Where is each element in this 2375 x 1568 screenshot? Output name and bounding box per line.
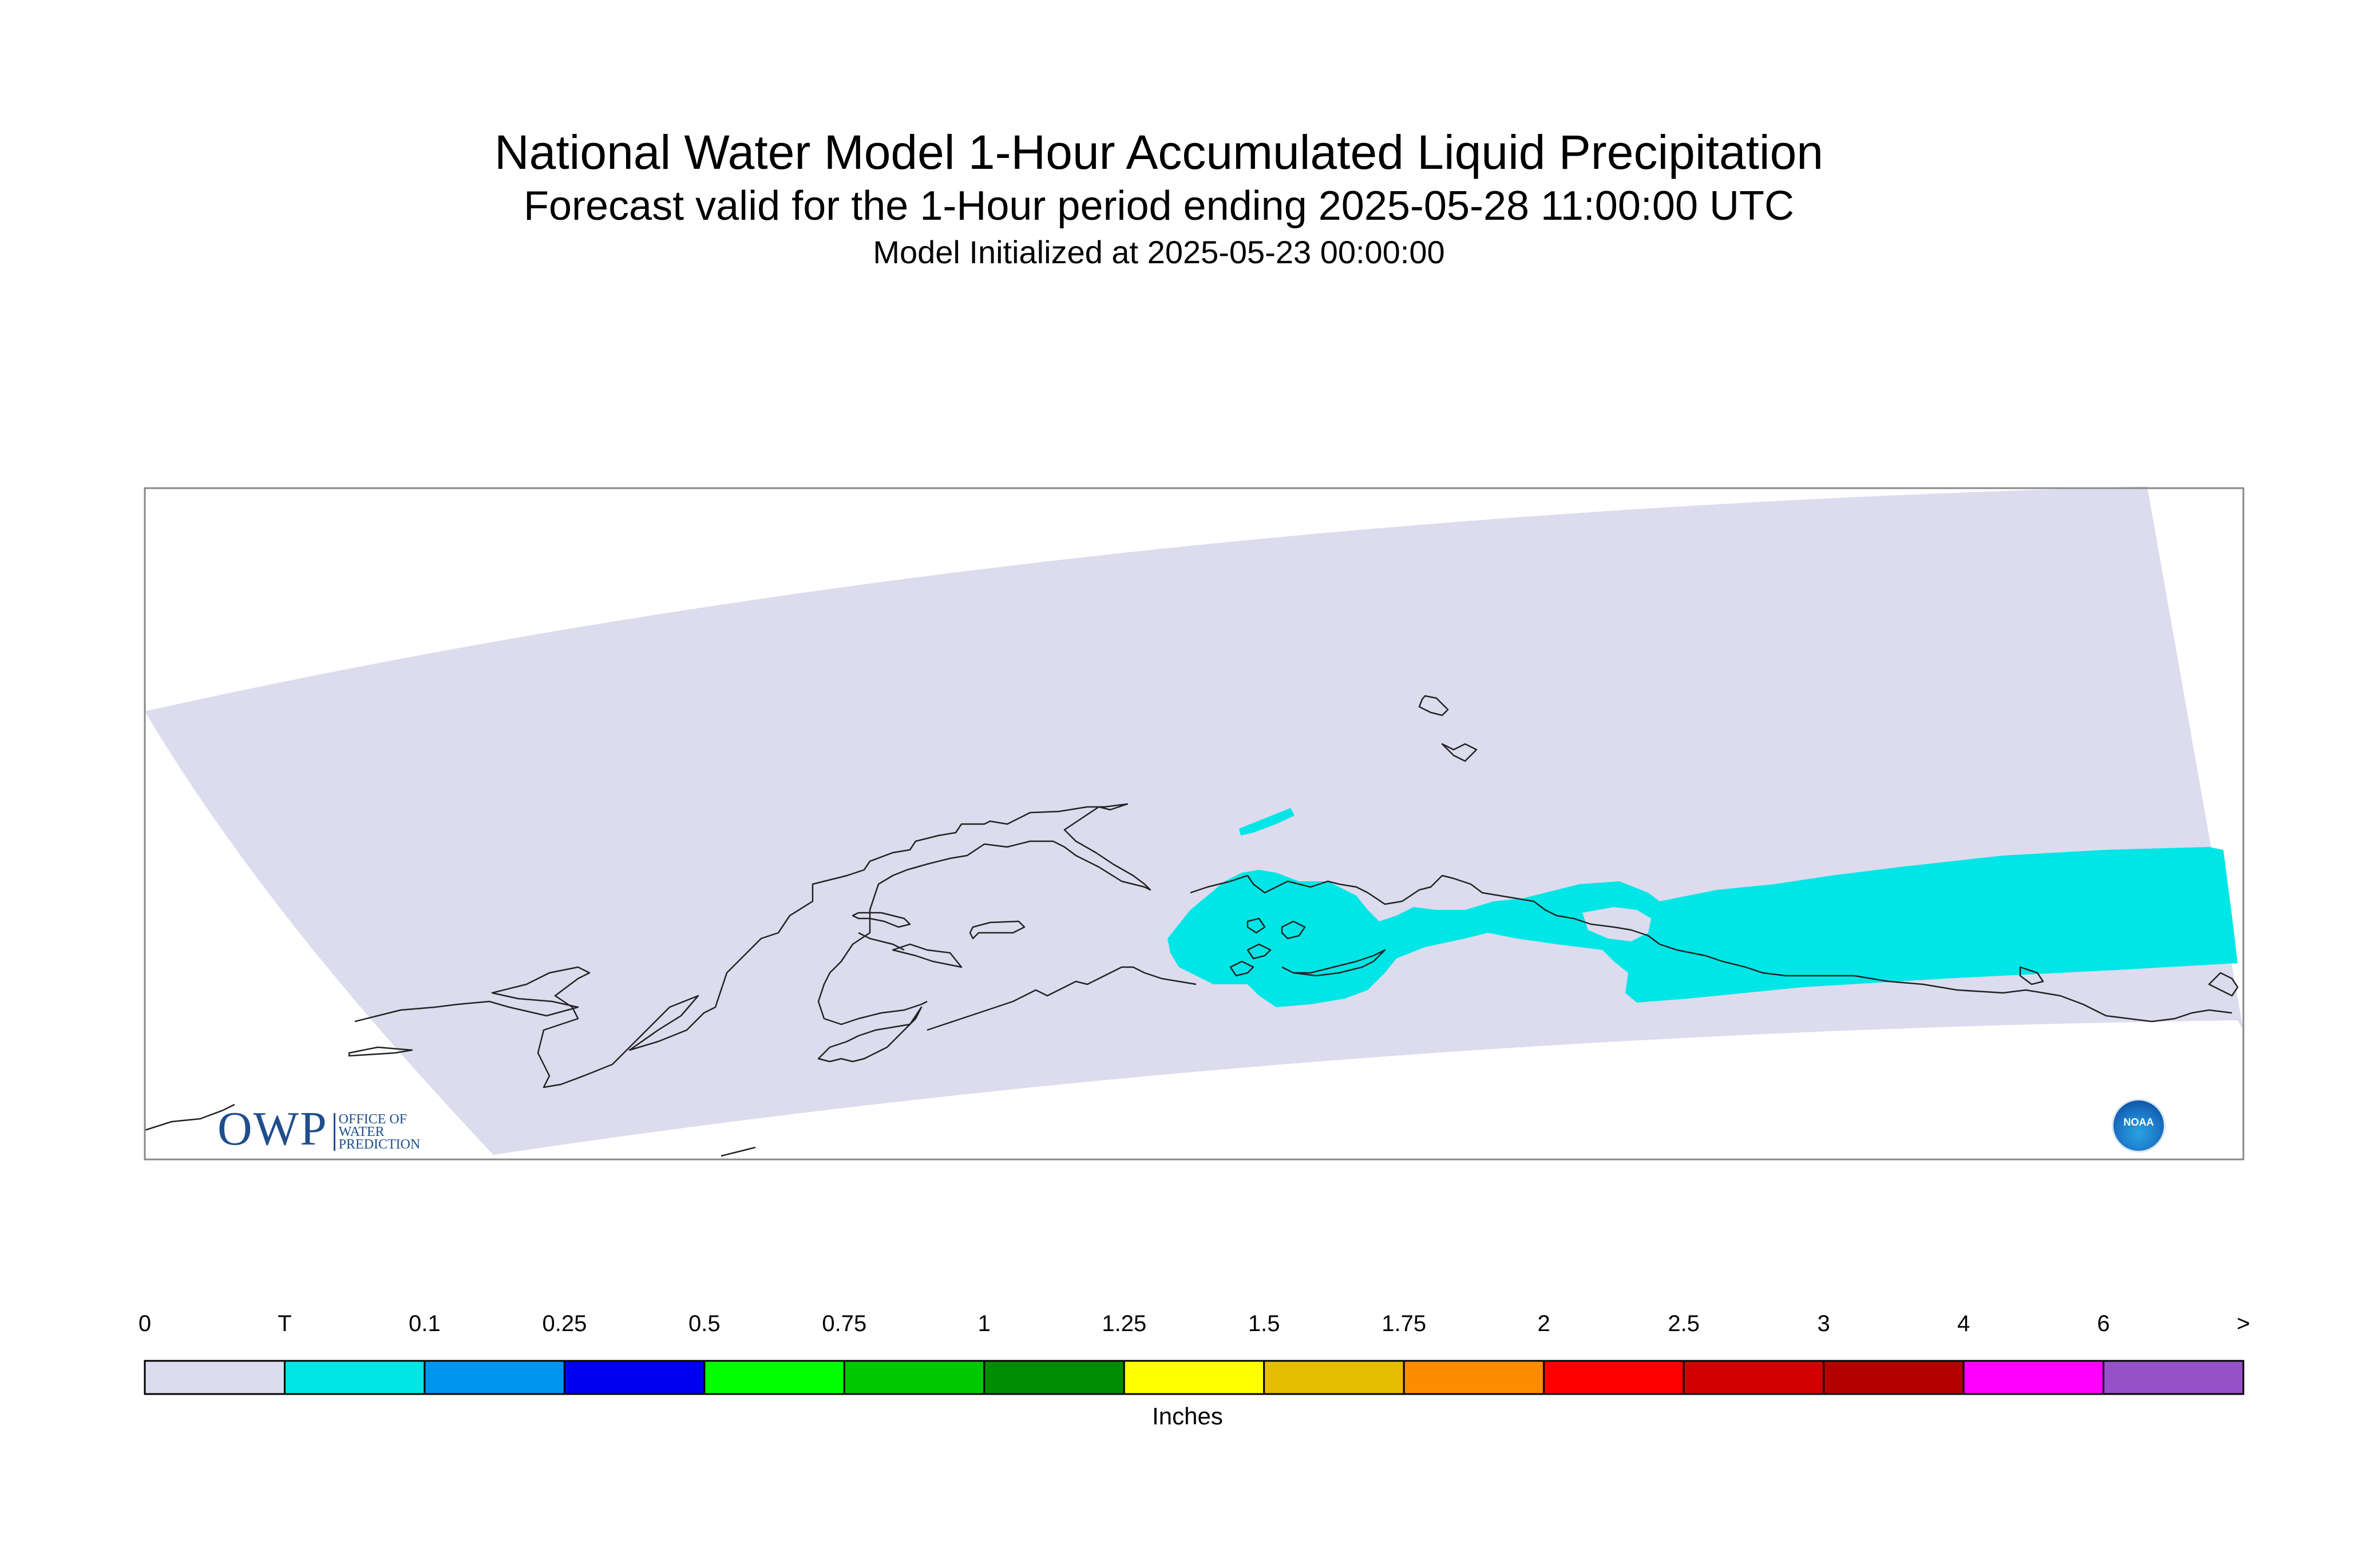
colorbar-tick-label: 0.75 [822, 1311, 867, 1336]
colorbar-tick-label: 0 [138, 1311, 152, 1336]
colorbar-swatch-1 [283, 1360, 426, 1395]
colorbar-unit-label: Inches [1152, 1403, 1223, 1430]
colorbar-swatch-12 [1823, 1360, 1965, 1395]
colorbar-tick-label: 1.25 [1102, 1311, 1147, 1336]
colorbar-swatch-4 [703, 1360, 845, 1395]
colorbar-tick-label: 0.5 [688, 1311, 721, 1336]
colorbar-tick-label: 1 [977, 1311, 991, 1336]
colorbar-swatch-14 [2103, 1360, 2245, 1395]
precip-area-east [1167, 847, 2238, 1007]
owp-logo-subtext: OFFICE OF WATER PREDICTION [333, 1112, 420, 1151]
owp-logo-text: OWP [217, 1102, 328, 1155]
owp-logo: OWP OFFICE OF WATER PREDICTION [217, 1102, 420, 1153]
colorbar-swatch-9 [1403, 1360, 1545, 1395]
model-init-text: Model Initialized at 2025-05-23 00:00:00 [873, 234, 1445, 270]
colorbar-tick-label: 6 [2097, 1311, 2110, 1336]
coastlines [144, 695, 2239, 1157]
colorbar-swatch-13 [1962, 1360, 2105, 1395]
colorbar-tick-label: > [2237, 1311, 2250, 1336]
colorbar-swatch-7 [1123, 1360, 1265, 1395]
colorbar-swatch-8 [1263, 1360, 1405, 1395]
colorbar-swatch-0 [144, 1360, 286, 1395]
colorbar [144, 1360, 2245, 1395]
colorbar-tick-label: 2 [1537, 1311, 1550, 1336]
colorbar-tick-label: 2.5 [1668, 1311, 1700, 1336]
colorbar-tick-label: 1.75 [1382, 1311, 1427, 1336]
colorbar-swatch-2 [423, 1360, 565, 1395]
colorbar-tick-label: 0.25 [542, 1311, 587, 1336]
colorbar-tick-label: 1.5 [1248, 1311, 1280, 1336]
model-domain-area [145, 486, 2243, 1155]
colorbar-swatch-3 [563, 1360, 706, 1395]
chart-subtitle: Forecast valid for the 1-Hour period end… [524, 183, 1794, 229]
colorbar-tick-label: 0.1 [409, 1311, 441, 1336]
map-frame [144, 487, 2245, 1161]
colorbar-tick-label: 4 [1957, 1311, 1970, 1336]
colorbar-swatch-6 [983, 1360, 1125, 1395]
precip-trace-areas [1167, 808, 2238, 1007]
chart-title: National Water Model 1-Hour Accumulated … [494, 125, 1824, 179]
precip-area-north [1239, 808, 1295, 836]
colorbar-tick-label: 3 [1817, 1311, 1830, 1336]
noaa-logo: NOAA [2112, 1099, 2166, 1153]
colorbar-swatch-10 [1543, 1360, 1685, 1395]
colorbar-tick-label: T [278, 1311, 292, 1336]
colorbar-swatch-5 [843, 1360, 985, 1395]
colorbar-swatch-11 [1683, 1360, 1825, 1395]
precip-area-gap [1582, 907, 1651, 941]
